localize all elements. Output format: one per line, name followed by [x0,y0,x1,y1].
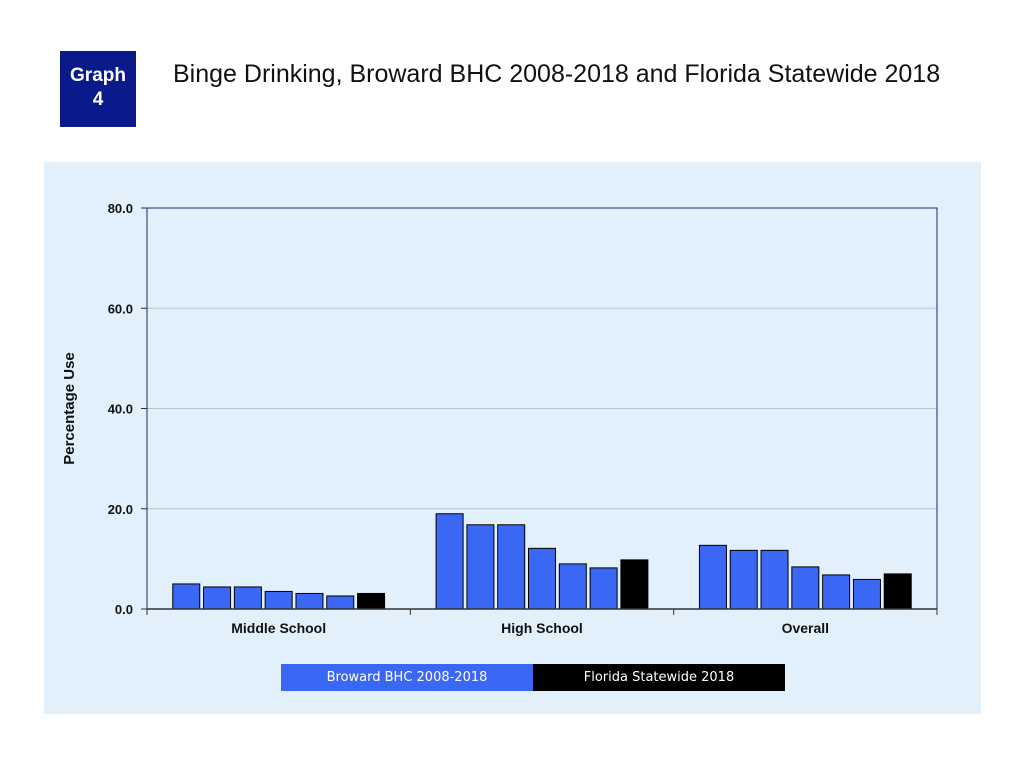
bar [558,563,587,610]
page-title: Binge Drinking, Broward BHC 2008-2018 an… [173,60,941,88]
y-tick-label: 0.0 [115,602,133,617]
bar [357,592,386,610]
bar [264,590,293,610]
bar [729,549,758,610]
bar [883,573,912,610]
y-tick-label: 20.0 [108,502,133,517]
bar [466,524,495,610]
bar [822,574,851,610]
bar [698,544,727,610]
bar [203,586,232,610]
bar [791,566,820,610]
y-tick-label: 80.0 [108,201,133,216]
bar [852,578,881,610]
bar [760,549,789,610]
legend-item-broward: Broward BHC 2008-2018 [281,664,533,691]
bar [589,567,618,610]
y-tick-label: 60.0 [108,301,133,316]
x-tick-label: Middle School [231,620,326,636]
bar [233,586,262,610]
legend-item-statewide: Florida Statewide 2018 [533,664,785,691]
bar [528,547,556,610]
x-tick-label: High School [501,620,583,636]
badge-label: Graph [70,65,126,86]
graph-badge: Graph 4 [60,51,136,127]
bar [295,592,324,610]
bar [172,583,201,610]
bar [326,595,355,610]
bar-chart: 0.0 20.0 40.0 60.0 80.0 Percentage Use Middle … [61,201,938,636]
bar [497,524,526,610]
badge-number: 4 [92,89,104,110]
y-axis-label: Percentage Use [61,352,78,465]
bar [620,559,649,610]
bar [435,513,464,610]
x-tick-label: Overall [782,620,829,636]
y-tick-label: 40.0 [108,402,133,417]
chart-panel: 0.0 20.0 40.0 60.0 80.0 Percentage Use Middle … [44,162,981,714]
chart-legend: Broward BHC 2008-2018 Florida Statewide … [281,664,785,691]
